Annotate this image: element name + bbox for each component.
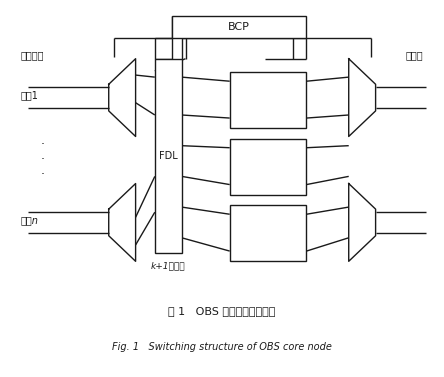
Bar bbox=[172, 16, 306, 38]
Text: k+1个波长: k+1个波长 bbox=[151, 261, 186, 270]
Text: 复用器: 复用器 bbox=[406, 51, 424, 61]
Text: ·
·
·: · · · bbox=[40, 138, 44, 181]
Text: 光纤n: 光纤n bbox=[20, 215, 38, 225]
Text: BCP: BCP bbox=[228, 22, 250, 32]
Bar bbox=[230, 72, 306, 128]
Text: FDL: FDL bbox=[159, 151, 178, 161]
Bar bbox=[155, 59, 182, 253]
Bar bbox=[230, 138, 306, 195]
Text: Fig. 1   Switching structure of OBS core node: Fig. 1 Switching structure of OBS core n… bbox=[112, 342, 332, 352]
Text: 解复用器: 解复用器 bbox=[20, 51, 44, 61]
Text: 图 1   OBS 核心节点交换结构: 图 1 OBS 核心节点交换结构 bbox=[168, 306, 276, 316]
Bar bbox=[230, 205, 306, 261]
Text: 光纤1: 光纤1 bbox=[20, 90, 38, 101]
